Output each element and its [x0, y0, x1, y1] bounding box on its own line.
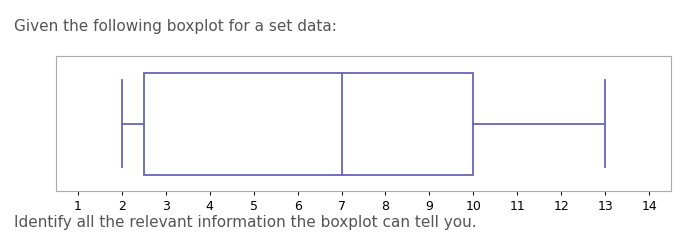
Text: Identify all the relevant information the boxplot can tell you.: Identify all the relevant information th… — [14, 215, 477, 231]
Bar — [144, 73, 473, 175]
Text: Given the following boxplot for a set data:: Given the following boxplot for a set da… — [14, 19, 337, 35]
